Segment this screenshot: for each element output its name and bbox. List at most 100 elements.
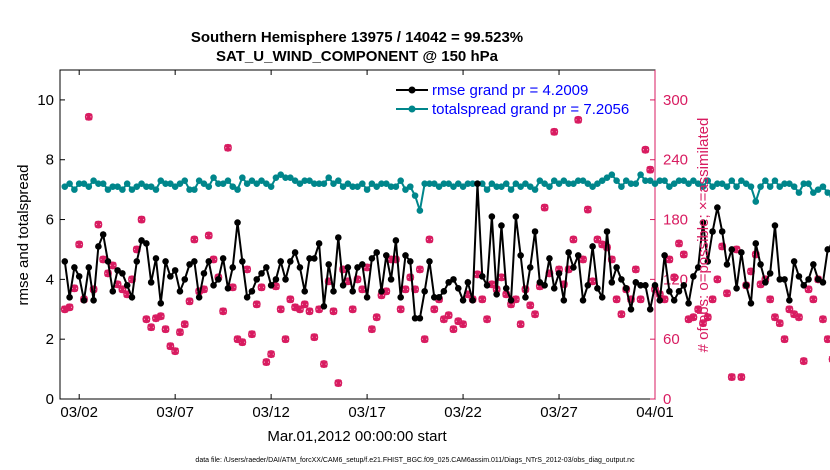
- obs-assimilated-point: [459, 320, 467, 329]
- totalspread-point: [502, 180, 510, 187]
- rmse-point: [354, 264, 361, 271]
- totalspread-point: [181, 177, 189, 184]
- obs-assimilated-point: [584, 205, 592, 214]
- totalspread-point: [526, 183, 534, 190]
- totalspread-point: [608, 171, 616, 178]
- y-left-tick-label: 4: [46, 271, 54, 288]
- chart-title-line1: Southern Hemisphere 13975 / 14042 = 99.5…: [191, 29, 523, 46]
- rmse-point: [349, 288, 357, 295]
- y-axis-right-label: # of obs: o=possible; ×=assimilated: [695, 118, 712, 353]
- obs-assimilated-point: [382, 287, 391, 296]
- rmse-point: [824, 246, 830, 253]
- totalspread-point: [742, 180, 750, 187]
- rmse-point: [584, 282, 592, 289]
- totalspread-point: [555, 180, 563, 187]
- y-right-tick-label: 300: [663, 92, 688, 109]
- totalspread-point: [138, 180, 145, 187]
- rmse-point: [248, 288, 256, 295]
- totalspread-point: [205, 183, 213, 190]
- obs-assimilated-point: [799, 357, 808, 365]
- rmse-point: [608, 279, 616, 286]
- rmse-point: [339, 282, 347, 289]
- rmse-point: [579, 297, 587, 304]
- obs-assimilated-point: [708, 295, 717, 304]
- rmse-point: [512, 213, 520, 220]
- totalspread-point: [459, 183, 467, 190]
- totalspread-series: [61, 171, 830, 214]
- obs-assimilated-point: [819, 315, 827, 324]
- y-right-tick-label: 240: [663, 152, 688, 169]
- totalspread-point: [594, 180, 601, 187]
- rmse-point: [493, 291, 500, 298]
- x-tick-label: 03/17: [348, 404, 386, 421]
- rmse-point: [603, 228, 611, 235]
- x-axis-label: Mar.01,2012 00:00:00 start: [267, 428, 447, 445]
- rmse-point: [747, 299, 755, 307]
- rmse-point: [282, 276, 289, 283]
- rmse-point: [589, 243, 596, 250]
- rmse-point: [728, 246, 736, 253]
- obs-assimilated-point: [540, 203, 549, 212]
- totalspread-point: [248, 177, 256, 184]
- rmse-point: [522, 294, 529, 301]
- rmse-point: [133, 258, 141, 265]
- rmse-point: [71, 264, 78, 271]
- rmse-point: [296, 264, 304, 271]
- rmse-point: [546, 255, 553, 262]
- rmse-point: [128, 294, 136, 301]
- totalspread-point: [272, 174, 280, 181]
- obs-assimilated-point: [396, 305, 405, 314]
- obs-assimilated-point: [497, 273, 506, 282]
- totalspread-point: [733, 183, 740, 190]
- rmse-point: [311, 255, 318, 262]
- chart-title-line2: SAT_U_WIND_COMPONENT @ 150 hPa: [216, 48, 499, 65]
- totalspread-point: [790, 183, 798, 190]
- rmse-point: [95, 243, 102, 250]
- totalspread-point: [517, 183, 524, 190]
- obs-assimilated-point: [329, 307, 338, 316]
- totalspread-point: [176, 180, 184, 187]
- obs-assimilated-point: [94, 220, 103, 229]
- obs-assimilated-point: [248, 330, 256, 338]
- obs-assimilated-point: [641, 145, 650, 154]
- totalspread-point: [651, 180, 659, 187]
- rmse-point: [171, 267, 179, 274]
- rmse-point: [378, 288, 385, 295]
- totalspread-point: [66, 180, 73, 187]
- obs-assimilated-point: [109, 261, 117, 270]
- obs-assimilated-point: [454, 317, 463, 326]
- rmse-point: [75, 273, 83, 280]
- rmse-point: [622, 285, 630, 292]
- rmse-point: [627, 305, 635, 313]
- obs-assimilated-point: [550, 128, 559, 136]
- x-tick-label: 03/02: [60, 404, 98, 421]
- totalspread-point: [550, 177, 558, 184]
- rmse-point: [234, 219, 241, 226]
- rmse-point: [651, 282, 659, 289]
- data-file-footer: data file: /Users/raeder/DAI/ATM_forcXX/…: [195, 457, 635, 464]
- obs-assimilated-point: [646, 165, 654, 174]
- obs-assimilated-point: [478, 295, 487, 304]
- totalspread-point: [694, 180, 702, 187]
- obs-assimilated-point: [684, 315, 693, 324]
- rmse-point: [738, 249, 745, 256]
- obs-assimilated-point: [766, 295, 774, 304]
- rmse-point: [498, 222, 505, 229]
- obs-assimilated-point: [372, 313, 381, 322]
- rmse-point: [526, 264, 534, 271]
- totalspread-point: [766, 183, 774, 190]
- rmse-point: [426, 258, 433, 265]
- obs-assimilated-point: [224, 143, 232, 152]
- totalspread-point: [757, 183, 764, 190]
- totalspread-point: [819, 183, 827, 190]
- obs-assimilated-point: [286, 295, 295, 304]
- rmse-point: [253, 276, 261, 283]
- totalspread-point: [738, 177, 745, 184]
- rmse-series: [61, 180, 830, 322]
- obs-assimilated-point: [727, 373, 736, 381]
- totalspread-point: [123, 180, 131, 187]
- obs-assimilated-point: [243, 265, 251, 274]
- rmse-point: [795, 273, 803, 280]
- obs-assimilated-point: [262, 358, 271, 366]
